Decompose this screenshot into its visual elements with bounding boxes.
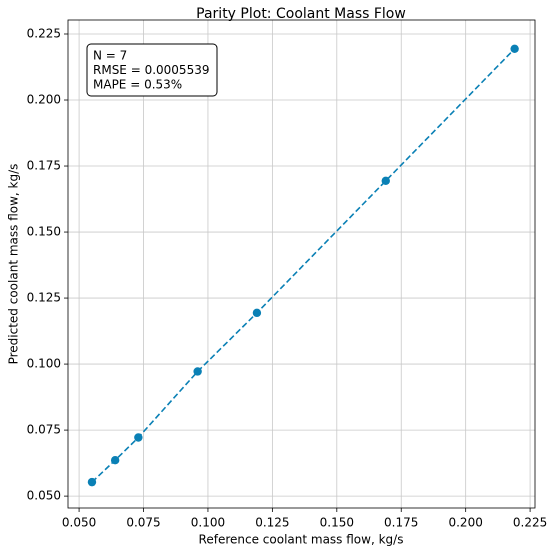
y-tick-label: 0.125 <box>27 291 61 305</box>
x-tick-label: 0.175 <box>384 516 418 530</box>
x-tick-label: 0.100 <box>191 516 225 530</box>
data-point <box>134 433 143 442</box>
data-point <box>87 477 97 487</box>
x-tick-label: 0.125 <box>255 516 289 530</box>
plot-frame <box>67 19 536 509</box>
y-tick-label: 0.075 <box>27 423 61 437</box>
x-tick-label: 0.150 <box>320 516 354 530</box>
data-point <box>510 44 519 53</box>
data-point <box>381 176 390 186</box>
x-tick-label: 0.200 <box>448 516 482 530</box>
annotation-text: N = 7 <box>93 49 127 63</box>
y-tick-label: 0.050 <box>27 489 61 503</box>
y-tick-label: 0.100 <box>27 357 61 371</box>
data-point <box>193 367 202 376</box>
annotation-frame <box>86 43 218 97</box>
data-point <box>252 308 262 318</box>
y-tick-label: 0.200 <box>27 93 61 107</box>
chart-title: Parity Plot: Coolant Mass Flow <box>196 6 406 22</box>
annotation-text: MAPE = 0.53% <box>93 78 182 92</box>
x-tick-label: 0.075 <box>126 516 160 530</box>
x-axis-label: Reference coolant mass flow, kg/s <box>199 533 404 547</box>
data-point <box>110 456 120 465</box>
annotation-text: RMSE = 0.0005539 <box>93 63 209 77</box>
y-tick-label: 0.175 <box>27 159 61 173</box>
series-line <box>91 48 516 483</box>
y-axis-label: Predicted coolant mass flow, kg/s <box>7 164 21 365</box>
y-tick-label: 0.225 <box>27 26 61 40</box>
x-tick-label: 0.050 <box>62 516 96 530</box>
x-tick-label: 0.225 <box>513 516 547 530</box>
y-tick-label: 0.150 <box>27 225 61 239</box>
